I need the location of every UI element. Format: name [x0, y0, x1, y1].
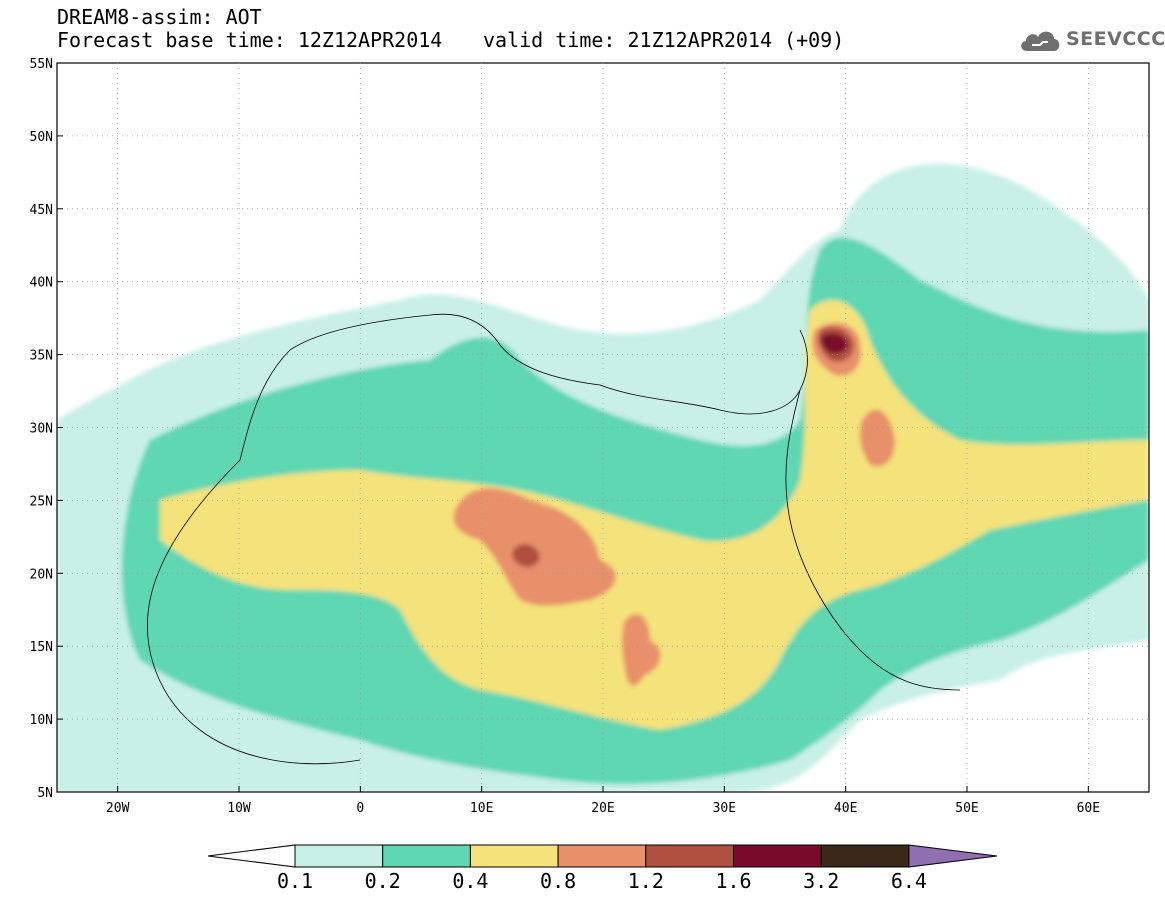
colorbar-label: 3.2: [803, 869, 839, 893]
lon-tick-label: 10E: [470, 801, 493, 816]
chart-title: DREAM8-assim: AOT: [57, 5, 262, 29]
lon-tick-label: 60E: [1077, 801, 1100, 816]
map-grid: [57, 63, 1149, 792]
valid-time: valid time: 21Z12APR2014 (+09): [483, 28, 845, 52]
lon-tick-label: 30E: [713, 801, 736, 816]
seevccc-logo: SEEVCCC: [1018, 24, 1165, 54]
lat-tick-label: 10N: [30, 713, 53, 728]
lon-tick-label: 50E: [955, 801, 978, 816]
colorbar-segment: [294, 844, 384, 868]
colorbar-label: 6.4: [891, 869, 927, 893]
colorbar-label: 0.4: [452, 869, 488, 893]
colorbar-label: 0.1: [277, 869, 313, 893]
coastlines: [147, 313, 961, 765]
forecast-base-time: Forecast base time: 12Z12APR2014: [57, 28, 443, 52]
colorbar-segment: [820, 844, 910, 868]
colorbar: 0.1 0.2 0.4 0.8 1.2 1.6 3.2 6.4: [207, 844, 997, 893]
lat-tick-label: 20N: [30, 567, 53, 582]
lat-tick-label: 35N: [30, 349, 53, 364]
colorbar-label: 1.2: [628, 869, 664, 893]
lon-tick-label: 0: [356, 801, 364, 816]
aot-contour-0.8-d: [860, 409, 895, 467]
lat-tick-label: 25N: [30, 494, 53, 509]
logo-text: SEEVCCC: [1066, 28, 1165, 50]
lon-tick-label: 40E: [834, 801, 857, 816]
lat-tick-label: 40N: [30, 276, 53, 291]
colorbar-label: 1.6: [715, 869, 751, 893]
colorbar-arrow-high: [908, 844, 997, 868]
colorbar-segment: [469, 844, 559, 868]
lat-tick-label: 45N: [30, 203, 53, 218]
lon-tick-label: 20W: [106, 801, 130, 816]
aot-contour-0.8: [453, 488, 617, 606]
lat-tick-label: 30N: [30, 422, 53, 437]
colorbar-label: 0.8: [540, 869, 576, 893]
colorbar-segment: [645, 844, 734, 868]
aot-contour-0.2: [121, 237, 1149, 784]
lat-tick-label: 15N: [30, 640, 53, 655]
colorbar-arrow-low: [207, 844, 296, 868]
cloud-icon: [1021, 31, 1060, 51]
aot-contour-0.8-b: [621, 613, 661, 686]
colorbar-segment: [733, 844, 822, 868]
aot-field: [57, 163, 1149, 792]
aot-contour-1.2: [512, 544, 540, 567]
lon-tick-label: 20E: [591, 801, 614, 816]
lon-tick-label: 10W: [227, 801, 251, 816]
colorbar-label: 0.2: [365, 869, 401, 893]
colorbar-segment: [382, 844, 471, 868]
map-axes: 5N 10N 15N 20N 25N 30N 35N 40N 45N 50N 55N 20W 10W 0 1…: [30, 57, 1101, 816]
lat-tick-label: 5N: [37, 786, 53, 801]
aot-contour-0.4: [160, 300, 1149, 730]
aot-contour-1.6: [821, 333, 848, 354]
lat-tick-label: 50N: [30, 130, 53, 145]
colorbar-segment: [557, 844, 647, 868]
lat-tick-label: 55N: [30, 57, 53, 72]
